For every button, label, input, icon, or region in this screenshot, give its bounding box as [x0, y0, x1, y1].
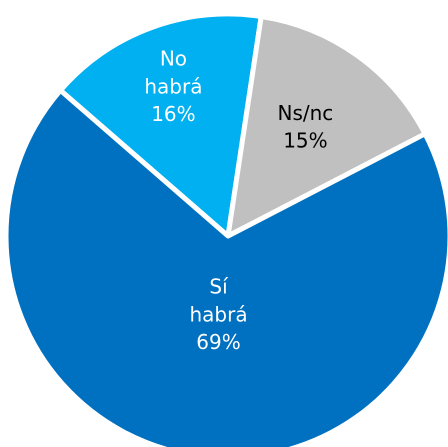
slice-label-line: habrá	[144, 74, 202, 98]
slice-label-line: Ns/nc	[278, 100, 334, 124]
pie-slice	[57, 11, 264, 239]
slice-label-line: habrá	[189, 302, 247, 326]
slice-label: Sí habrá	[189, 274, 247, 326]
slice-value-label: 15%	[283, 128, 327, 152]
slice-label: No habrá	[144, 46, 202, 98]
slice-value-label: 69%	[196, 330, 240, 354]
slice-label-line: Sí	[209, 274, 229, 298]
slice-label-line: No	[160, 46, 187, 70]
slice-value-label: 16%	[151, 102, 195, 126]
pie-slice	[3, 87, 448, 447]
slice-label: Ns/nc	[278, 100, 334, 124]
pie-slice	[225, 13, 428, 239]
